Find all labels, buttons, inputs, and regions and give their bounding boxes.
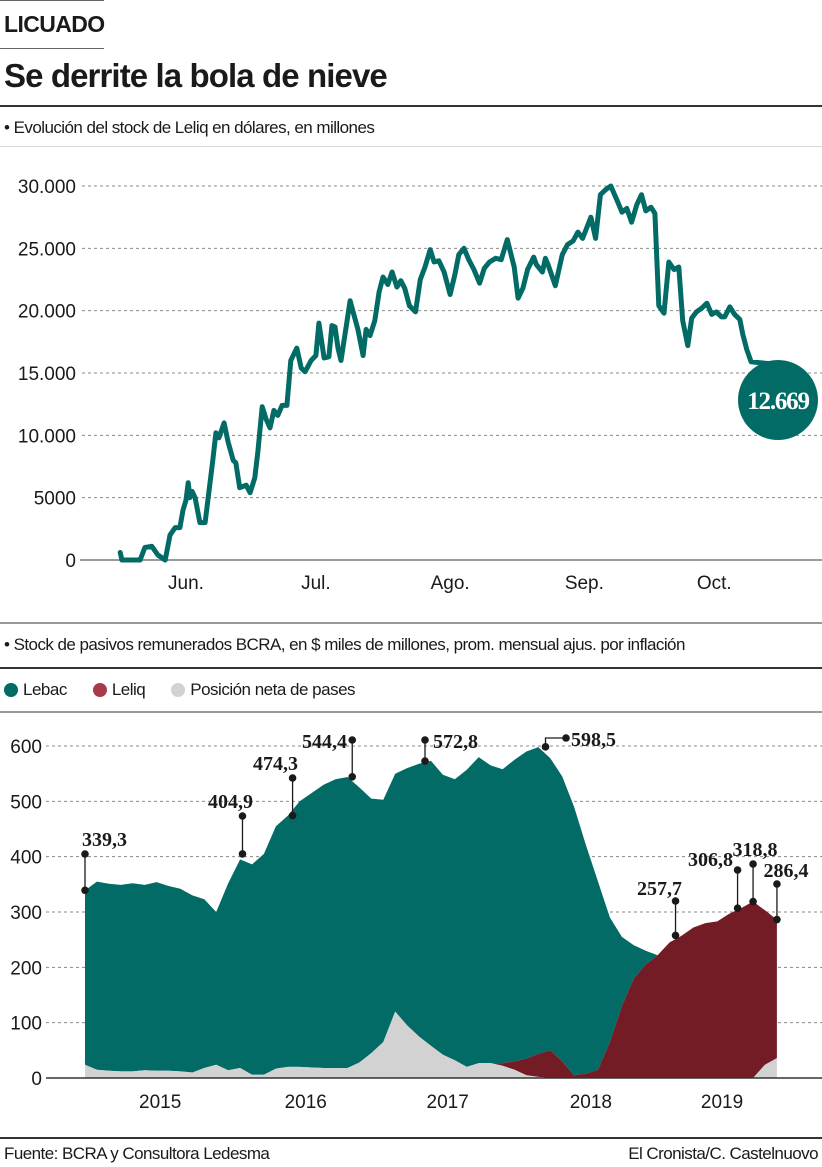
leader-end-dot (421, 736, 429, 744)
leliq-swatch-icon (92, 683, 107, 697)
chart1-subtitle-rule (0, 146, 822, 147)
x-tick-label: 2016 (285, 1092, 327, 1113)
data-point-dot (541, 743, 550, 751)
leader-end-dot (288, 774, 297, 782)
y-tick-label: 15.000 (18, 364, 76, 385)
kicker-rule (0, 48, 104, 49)
value-label: 257,7 (637, 878, 682, 900)
x-tick-label: Jun. (168, 573, 204, 594)
leader-end-dot (749, 860, 757, 868)
legend-item-pases: Posición neta de pases (171, 679, 356, 701)
legend-item-lebac: Lebac (4, 679, 67, 701)
value-annotation: 404,9 (208, 791, 253, 858)
data-point-dot (348, 772, 357, 781)
data-point-dot (733, 904, 742, 913)
leader-end-dot (238, 812, 247, 820)
y-tick-label: 20.000 (18, 302, 76, 323)
value-label: 544,4 (302, 731, 347, 753)
leader-end-dot (562, 734, 570, 742)
top-rule (0, 0, 104, 1)
pasivos-stacked-area-chart: 0 100 200 300 400 500 600 2015 2016 2017 2018 2019 3… (10, 729, 822, 1113)
value-annotation: 257,7 (637, 878, 682, 940)
x-tick-label: Jul. (301, 573, 331, 594)
value-annotation: 474,3 (253, 753, 298, 820)
data-point-dot (421, 757, 429, 765)
data-point-dot (288, 811, 297, 820)
x-tick-label: Ago. (431, 573, 470, 594)
y-tick-label: 0 (65, 551, 76, 572)
leader-end-dot (348, 736, 357, 744)
y-tick-label: 5000 (34, 489, 76, 510)
source-note: Fuente: BCRA y Consultora Ledesma (4, 1144, 270, 1163)
data-point-dot (238, 850, 247, 858)
chart2-subtitle: • Stock de pasivos remunerados BCRA, en … (4, 635, 685, 654)
x-tick-label: 2017 (427, 1092, 469, 1113)
value-annotation: 572,8 (421, 731, 478, 765)
legend-item-leliq: Leliq (92, 679, 146, 701)
y-tick-label: 25.000 (18, 239, 76, 260)
data-point-dot (81, 886, 89, 895)
value-label: 404,9 (208, 791, 253, 813)
leader-end-dot (81, 850, 89, 858)
chart1-bottom-rule (0, 622, 822, 624)
pases-area (85, 1011, 777, 1078)
value-annotation: 544,4 (302, 731, 357, 781)
value-label: 318,8 (733, 839, 778, 861)
leader-end-dot (733, 866, 742, 874)
last-value-bubble (738, 360, 818, 440)
x-tick-label: 2015 (139, 1092, 181, 1113)
value-label: 572,8 (433, 731, 478, 753)
x-tick-label: Oct. (697, 573, 732, 594)
value-label: 306,8 (688, 849, 733, 871)
x-tick-label: 2018 (570, 1092, 612, 1113)
kicker: LICUADO (4, 11, 105, 37)
y-tick-label: 400 (10, 848, 42, 869)
value-label: 286,4 (764, 860, 809, 882)
value-label: 598,5 (571, 729, 616, 751)
pases-swatch-icon (171, 683, 186, 697)
title-rule (0, 105, 822, 107)
y-tick-label: 30.000 (18, 177, 76, 198)
lebac-swatch-icon (4, 683, 18, 697)
y-tick-label: 10.000 (18, 426, 76, 447)
x-tick-label: Sep. (565, 573, 604, 594)
lebac-area (85, 747, 777, 1076)
footer-rule (0, 1137, 822, 1139)
y-tick-label: 500 (10, 792, 42, 813)
x-tick-label: 2019 (701, 1092, 743, 1113)
data-point-dot (773, 915, 781, 924)
y-tick-label: 200 (10, 958, 42, 979)
value-label: 339,3 (82, 829, 127, 851)
value-annotation: 598,5 (541, 729, 616, 751)
data-point-dot (749, 897, 757, 906)
leliq-area (85, 901, 777, 1078)
leliq-usd-line-chart: 0 5000 10.000 15.000 20.000 25.000 30.000 Jun. J… (18, 177, 822, 594)
chart1-subtitle: • Evolución del stock de Leliq en dólare… (4, 118, 375, 137)
value-annotation: 306,8 (688, 849, 742, 913)
legend-label-pases: Posición neta de pases (190, 680, 356, 699)
y-tick-label: 0 (31, 1069, 42, 1090)
legend-label-leliq: Leliq (111, 680, 146, 699)
data-point-dot (671, 931, 680, 940)
value-annotation: 339,3 (81, 829, 127, 895)
credit-note: El Cronista/C. Castelnuovo (628, 1144, 818, 1163)
chart2-subtitle-rule (0, 667, 822, 669)
page-title: Se derrite la bola de nieve (4, 57, 388, 94)
leader-end-dot (773, 880, 781, 888)
last-value-label: 12.669 (747, 388, 809, 415)
leader-end-dot (671, 897, 680, 905)
y-tick-label: 300 (10, 903, 42, 924)
legend-rule (0, 711, 822, 713)
chart2-legend: Lebac Leliq Posición neta de pases (4, 679, 381, 701)
value-annotation: 286,4 (764, 860, 809, 924)
leliq-usd-line (117, 183, 775, 563)
y-tick-label: 100 (10, 1014, 42, 1035)
value-label: 474,3 (253, 753, 298, 775)
y-tick-label: 600 (10, 737, 42, 758)
value-annotation: 318,8 (733, 839, 778, 906)
legend-label-lebac: Lebac (23, 680, 67, 699)
